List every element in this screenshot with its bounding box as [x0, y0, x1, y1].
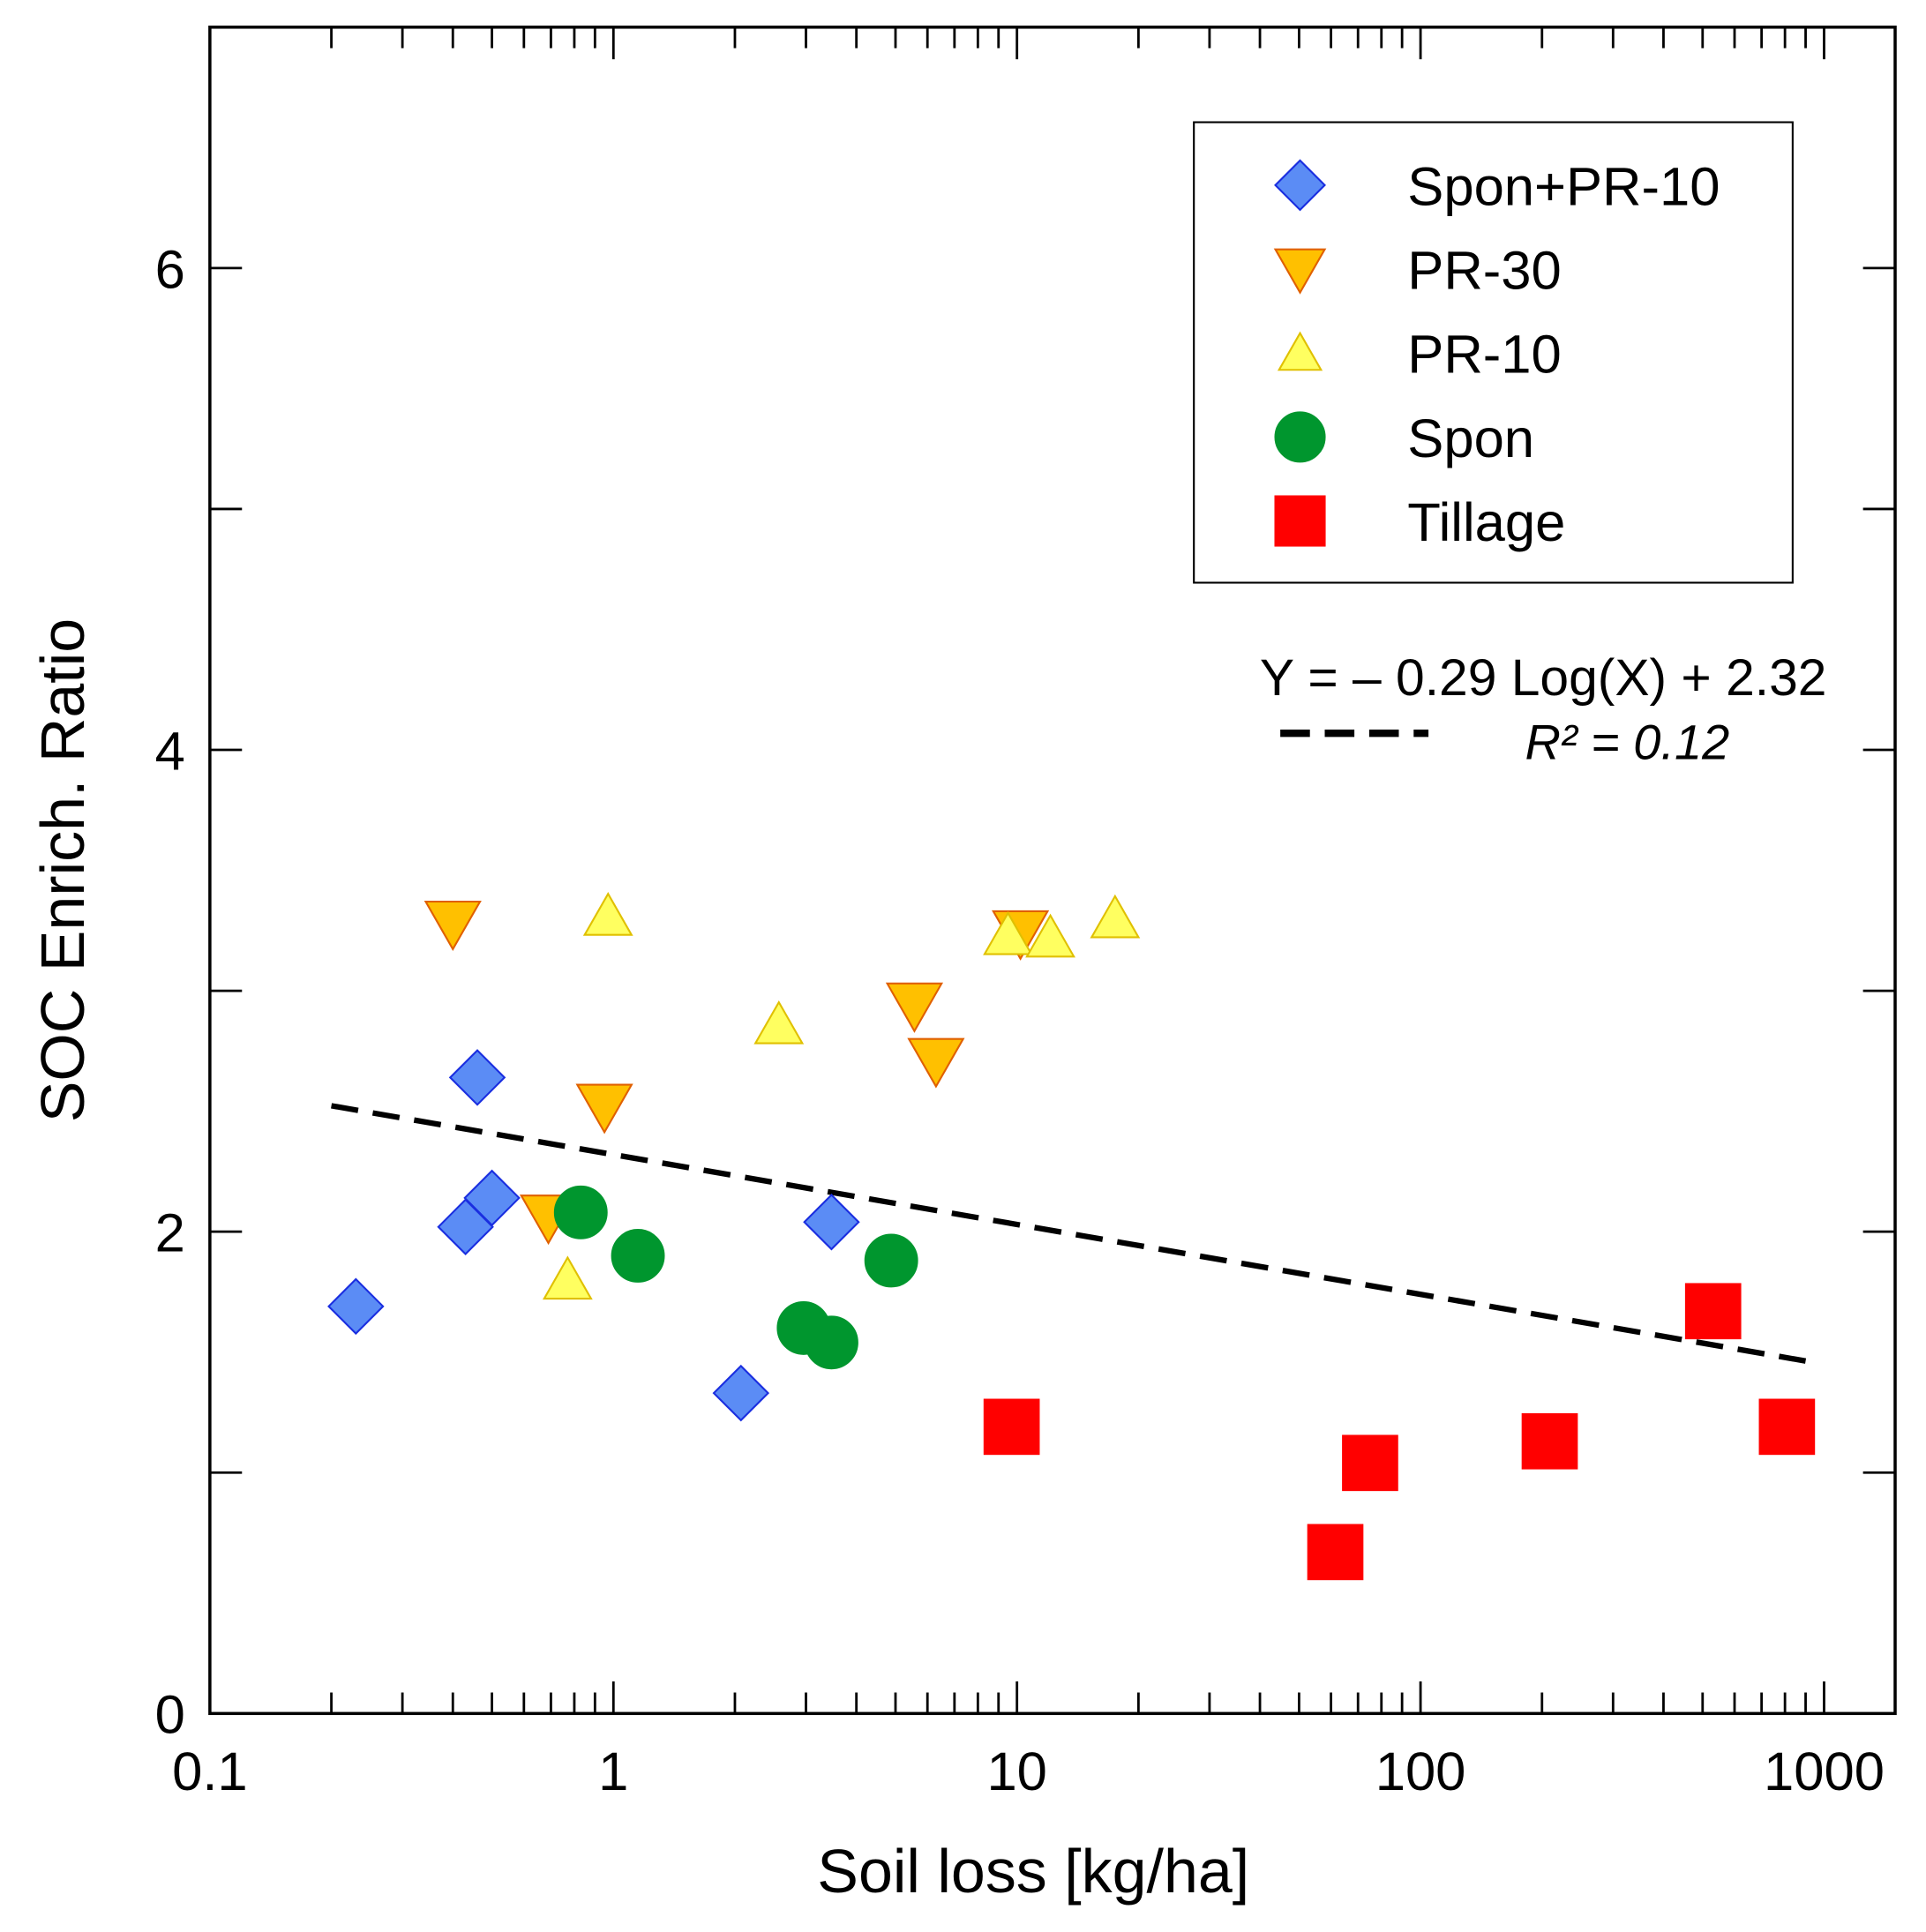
y-tick-label: 6: [155, 239, 185, 300]
legend-label: PR-10: [1407, 325, 1562, 386]
data-point: [885, 982, 944, 1033]
y-axis-label: SOC Enrich. Ratio: [28, 618, 97, 1122]
x-tick-label: 10: [986, 1741, 1046, 1802]
data-point: [575, 1083, 633, 1134]
x-axis-label: Soil loss [kg/ha]: [817, 1837, 1249, 1906]
data-point: [983, 1398, 1040, 1456]
series-tillage: [983, 1283, 1816, 1581]
fit-equation: Y = – 0.29 Log(X) + 2.32: [1260, 649, 1827, 707]
data-point: [1342, 1434, 1398, 1492]
legend-marker: [1273, 248, 1327, 295]
legend-marker: [1274, 411, 1326, 463]
data-point: [611, 1229, 665, 1283]
data-point: [753, 1000, 805, 1045]
data-point: [1307, 1524, 1364, 1581]
legend-marker: [1277, 331, 1323, 371]
series-pr-30: [423, 900, 1050, 1246]
data-point: [448, 1049, 506, 1106]
data-point: [542, 1255, 593, 1300]
data-point: [423, 900, 482, 951]
series-spon: [553, 1185, 918, 1370]
data-point: [553, 1185, 608, 1239]
data-point: [1684, 1283, 1742, 1340]
legend: Spon+PR-10 PR-30 PR-10 Spon Tillage: [1193, 121, 1794, 584]
legend-label: PR-30: [1407, 240, 1562, 301]
data-point: [1521, 1412, 1578, 1470]
y-tick-label: 4: [155, 721, 185, 782]
x-tick-label: 1000: [1764, 1741, 1885, 1802]
legend-marker: [1274, 495, 1326, 547]
data-point: [864, 1233, 918, 1288]
data-point: [1025, 913, 1075, 958]
y-tick-label: 0: [155, 1685, 185, 1746]
x-tick-label: 1: [598, 1741, 628, 1802]
data-point: [327, 1277, 385, 1336]
series-spon-pr-10: [327, 1049, 860, 1422]
legend-label: Spon: [1407, 408, 1534, 469]
data-point: [712, 1364, 770, 1422]
data-point: [463, 1169, 521, 1227]
plot-frame: [208, 26, 1897, 1716]
legend-label: Tillage: [1407, 492, 1565, 553]
data-point: [804, 1315, 858, 1370]
data-point: [803, 1193, 860, 1251]
x-tick-label: 100: [1375, 1741, 1466, 1802]
data-point: [582, 892, 633, 936]
data-point: [1090, 894, 1141, 939]
fit-r2: R² = 0.12: [1525, 715, 1729, 770]
y-tick-label: 2: [155, 1203, 185, 1264]
data-point: [983, 910, 1033, 955]
legend-label: Spon+PR-10: [1407, 156, 1720, 217]
x-tick-label: 0.1: [172, 1741, 248, 1802]
legend-marker: [1274, 159, 1326, 212]
data-point: [1758, 1398, 1816, 1456]
series-pr-10: [542, 892, 1141, 1300]
data-point: [907, 1037, 965, 1089]
